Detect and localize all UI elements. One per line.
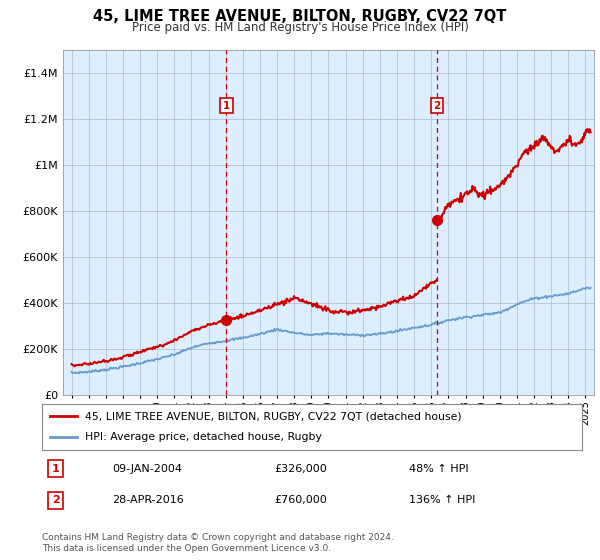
Text: 1: 1 <box>52 464 59 474</box>
Text: £760,000: £760,000 <box>274 496 327 506</box>
Text: Price paid vs. HM Land Registry's House Price Index (HPI): Price paid vs. HM Land Registry's House … <box>131 21 469 34</box>
Text: 48% ↑ HPI: 48% ↑ HPI <box>409 464 469 474</box>
Text: 45, LIME TREE AVENUE, BILTON, RUGBY, CV22 7QT (detached house): 45, LIME TREE AVENUE, BILTON, RUGBY, CV2… <box>85 411 462 421</box>
Text: 2: 2 <box>433 100 440 110</box>
Text: £326,000: £326,000 <box>274 464 327 474</box>
Text: 1: 1 <box>223 100 230 110</box>
Text: 2: 2 <box>52 496 59 506</box>
Text: 09-JAN-2004: 09-JAN-2004 <box>112 464 182 474</box>
Text: Contains HM Land Registry data © Crown copyright and database right 2024.
This d: Contains HM Land Registry data © Crown c… <box>42 533 394 553</box>
Text: 28-APR-2016: 28-APR-2016 <box>112 496 184 506</box>
Text: 45, LIME TREE AVENUE, BILTON, RUGBY, CV22 7QT: 45, LIME TREE AVENUE, BILTON, RUGBY, CV2… <box>94 9 506 24</box>
Text: 136% ↑ HPI: 136% ↑ HPI <box>409 496 476 506</box>
Text: HPI: Average price, detached house, Rugby: HPI: Average price, detached house, Rugb… <box>85 432 322 442</box>
